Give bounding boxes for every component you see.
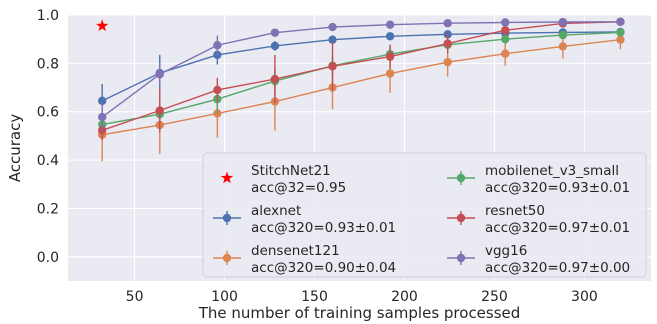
data-point	[385, 69, 395, 78]
series-line	[101, 31, 621, 102]
data-point	[97, 96, 107, 106]
data-point	[616, 35, 625, 44]
data-point	[501, 34, 510, 44]
data-point	[501, 26, 510, 35]
x-tick-label: 150	[301, 289, 328, 305]
ticks: 0.0 0.2 0.4 0.6 0.8 1.0 50 100 150 200 250 300	[37, 8, 598, 305]
legend-value: acc@320=0.97±0.01	[485, 220, 630, 236]
x-tick-label: 50	[126, 289, 144, 305]
x-tick-label: 200	[391, 289, 418, 305]
series-vgg16	[97, 17, 625, 132]
legend-marker	[222, 213, 232, 223]
data-point	[443, 39, 452, 48]
data-point	[443, 19, 452, 28]
y-axis-title: Accuracy	[6, 114, 24, 183]
legend-value: acc@320=0.93±0.01	[251, 220, 396, 236]
series-layer	[96, 17, 625, 162]
data-point	[270, 28, 280, 37]
legend-value: acc@320=0.90±0.04	[251, 260, 396, 276]
y-tick-label: 0.2	[37, 201, 59, 217]
series-line	[101, 21, 621, 132]
x-axis-title: The number of training samples processed	[198, 304, 521, 322]
series-line	[102, 38, 621, 136]
legend-marker	[222, 253, 232, 263]
data-point	[558, 42, 568, 51]
data-point	[328, 35, 337, 44]
data-point	[270, 41, 280, 51]
data-point	[213, 41, 222, 50]
data-point	[501, 49, 510, 58]
legend-value: acc@32=0.95	[251, 180, 346, 196]
legend-box	[202, 152, 647, 278]
x-tick-label: 100	[211, 289, 238, 305]
legend-label: vgg16	[485, 243, 527, 259]
legend-value: acc@320=0.97±0.00	[485, 260, 630, 276]
legend-marker	[456, 173, 466, 183]
legend-label: densenet121	[251, 243, 340, 259]
x-tick-label: 250	[481, 289, 508, 305]
legend-label: mobilenet_v3_small	[485, 163, 619, 179]
data-point	[155, 106, 164, 115]
legend-star-marker	[220, 171, 234, 184]
legend-label: StitchNet21	[251, 163, 331, 179]
data-point	[616, 28, 625, 37]
data-point	[385, 20, 395, 29]
data-point	[443, 57, 452, 67]
data-point	[213, 85, 222, 95]
legend-label: resnet50	[485, 203, 545, 219]
highlight-star-marker	[96, 19, 109, 32]
data-point	[558, 30, 568, 40]
y-tick-label: 0.4	[37, 153, 59, 169]
series-line	[101, 21, 621, 118]
legend: StitchNet21acc@32=0.95alexnetacc@320=0.9…	[202, 152, 647, 278]
data-point	[155, 70, 164, 79]
y-tick-label: 0.0	[37, 250, 59, 266]
data-point	[385, 32, 395, 41]
data-point	[328, 62, 337, 71]
y-tick-label: 0.8	[37, 56, 59, 72]
legend-marker	[456, 213, 466, 223]
data-point	[328, 22, 337, 32]
data-point	[97, 112, 107, 122]
x-tick-label: 300	[571, 289, 598, 305]
y-tick-label: 0.6	[37, 105, 59, 121]
data-point	[616, 17, 625, 26]
legend-value: acc@320=0.93±0.01	[485, 180, 630, 196]
data-point	[270, 74, 280, 84]
legend-label: alexnet	[251, 203, 301, 219]
data-point	[385, 52, 395, 61]
data-point	[501, 18, 510, 27]
series-line	[102, 31, 621, 126]
legend-marker	[456, 253, 466, 263]
data-point	[558, 17, 568, 27]
y-tick-label: 1.0	[37, 8, 59, 24]
